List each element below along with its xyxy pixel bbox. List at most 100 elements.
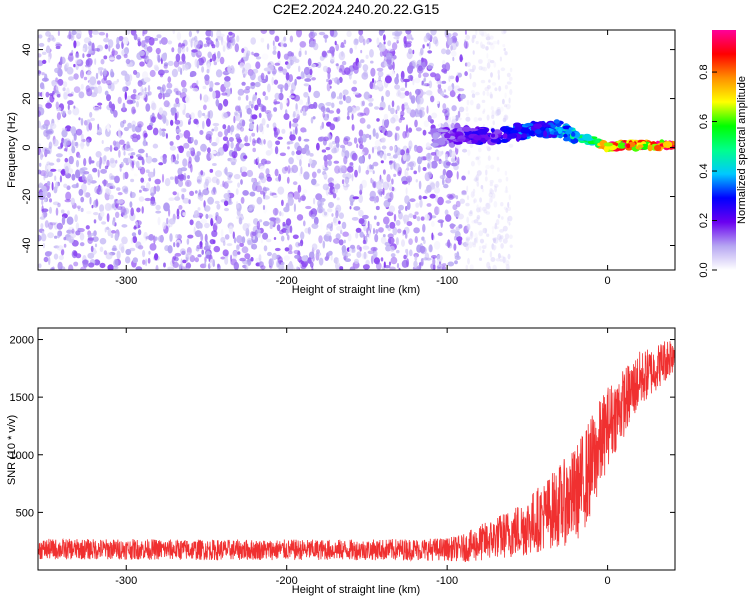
spectrogram-cell (295, 150, 302, 156)
spectrogram-cell (212, 259, 215, 268)
spectrogram-cell (206, 39, 213, 45)
spectrogram-cell (174, 196, 181, 201)
spectrogram-cell (389, 145, 394, 151)
spectrogram-cell (49, 206, 52, 214)
spectrogram-cell (506, 81, 512, 85)
spectrogram-cell (97, 67, 104, 71)
spectrogram-cell (461, 175, 466, 181)
spectrogram-cell (288, 261, 293, 268)
spectrogram-cell (287, 165, 291, 174)
spectrogram-cell (273, 237, 277, 240)
spectrogram-cell (502, 238, 508, 244)
spectrogram-cell (53, 253, 59, 260)
spectrogram-cell (265, 168, 270, 175)
spectrogram-cell (212, 239, 216, 244)
spectrogram-cell (226, 139, 230, 149)
spectrogram-cell (264, 95, 269, 101)
spectrogram-cell (73, 63, 76, 68)
spectrogram-cell (75, 159, 80, 168)
spectrogram-cell (410, 95, 416, 104)
spectrogram-cell (495, 219, 500, 226)
spectrogram-cell (455, 114, 459, 122)
spectrogram-cell (404, 90, 410, 96)
spectrogram-cell (318, 31, 326, 36)
spectrogram-cell (309, 153, 314, 157)
spectrogram-cell (433, 155, 440, 162)
spectrogram-cell (202, 112, 206, 117)
spectrogram-cell (189, 147, 194, 151)
spectrogram-cell (287, 234, 290, 241)
spectrogram-cell (359, 231, 364, 238)
spectrogram-cell (289, 35, 294, 43)
spectrogram-cell (117, 199, 124, 204)
spectrogram-cell (183, 172, 187, 181)
spectrogram-cell (93, 259, 101, 266)
spectrogram-cell (497, 253, 501, 259)
spectrogram-cell (251, 243, 258, 250)
spectrogram-cell (490, 195, 493, 203)
spectrogram-cell (357, 61, 362, 69)
spectrogram-cell (273, 45, 277, 51)
spectrogram-cell (291, 164, 299, 174)
spectrogram-cell (209, 168, 214, 173)
spectrogram-cell (55, 77, 58, 84)
spectrogram-cell (500, 126, 508, 131)
spectrogram-cell (241, 171, 248, 177)
spectrogram-cell (148, 250, 151, 255)
spectrogram-cell (55, 181, 59, 189)
spectrogram-cell (251, 114, 258, 120)
spectrogram-cell (468, 211, 473, 217)
spectrogram-cell (237, 251, 241, 255)
spectrogram-cell (355, 227, 362, 233)
colorbar-tick-label: 0.2 (698, 213, 710, 228)
spectrogram-cell (470, 231, 474, 238)
spectrogram-cell (76, 205, 81, 209)
spectrogram-cell (414, 236, 418, 243)
spectrogram-cell (75, 53, 80, 59)
spectrogram-cell (111, 230, 116, 234)
spectrogram-cell (345, 95, 352, 104)
spectrogram-cell (362, 245, 370, 250)
spectrogram-cell (189, 219, 194, 226)
spectrogram-cell (106, 80, 112, 86)
spectrogram-x-tick-label: -200 (276, 275, 298, 287)
spectrogram-cell (333, 238, 340, 244)
spectrogram-cell (488, 197, 492, 204)
spectrogram-cell (451, 116, 457, 120)
spectrogram-cell (127, 147, 134, 152)
snr-x-tick-label: -200 (276, 575, 298, 587)
spectrogram-cell (180, 79, 187, 88)
spectrogram-cell (252, 235, 256, 240)
spectrogram-cell (181, 87, 188, 93)
spectrogram-cell (353, 206, 361, 211)
spectrogram-cell (402, 230, 405, 236)
spectrogram-cell (294, 58, 300, 63)
spectrogram-cell (207, 111, 211, 119)
spectrogram-cell (252, 138, 256, 147)
spectrogram-cell (163, 69, 169, 74)
spectrogram-cell (48, 34, 55, 41)
spectrogram-cell (212, 163, 217, 166)
spectrogram-cell (176, 90, 182, 96)
spectrogram-cell (60, 248, 65, 256)
spectrogram-cell (166, 82, 173, 89)
spectrogram-cell (71, 184, 79, 189)
spectrogram-cell (445, 176, 452, 184)
spectrogram-cell (122, 119, 127, 124)
spectrogram-cell (482, 206, 487, 212)
spectrogram-cell (68, 155, 74, 165)
spectrogram-cell (59, 175, 63, 183)
spectrogram-cell (378, 76, 381, 82)
spectrogram-cell (142, 71, 149, 80)
spectrogram-cell (347, 105, 353, 113)
spectrogram-cell (291, 122, 299, 128)
spectrogram-cell (75, 128, 83, 136)
spectrogram-cell (220, 229, 224, 237)
spectrogram-cell (55, 43, 63, 47)
spectrogram-cell (251, 177, 255, 183)
spectrogram-cell (554, 122, 562, 127)
spectrogram-cell (438, 139, 446, 146)
spectrogram-cell (196, 30, 200, 34)
spectrogram-cell (340, 44, 346, 49)
spectrogram-cell (408, 127, 413, 133)
